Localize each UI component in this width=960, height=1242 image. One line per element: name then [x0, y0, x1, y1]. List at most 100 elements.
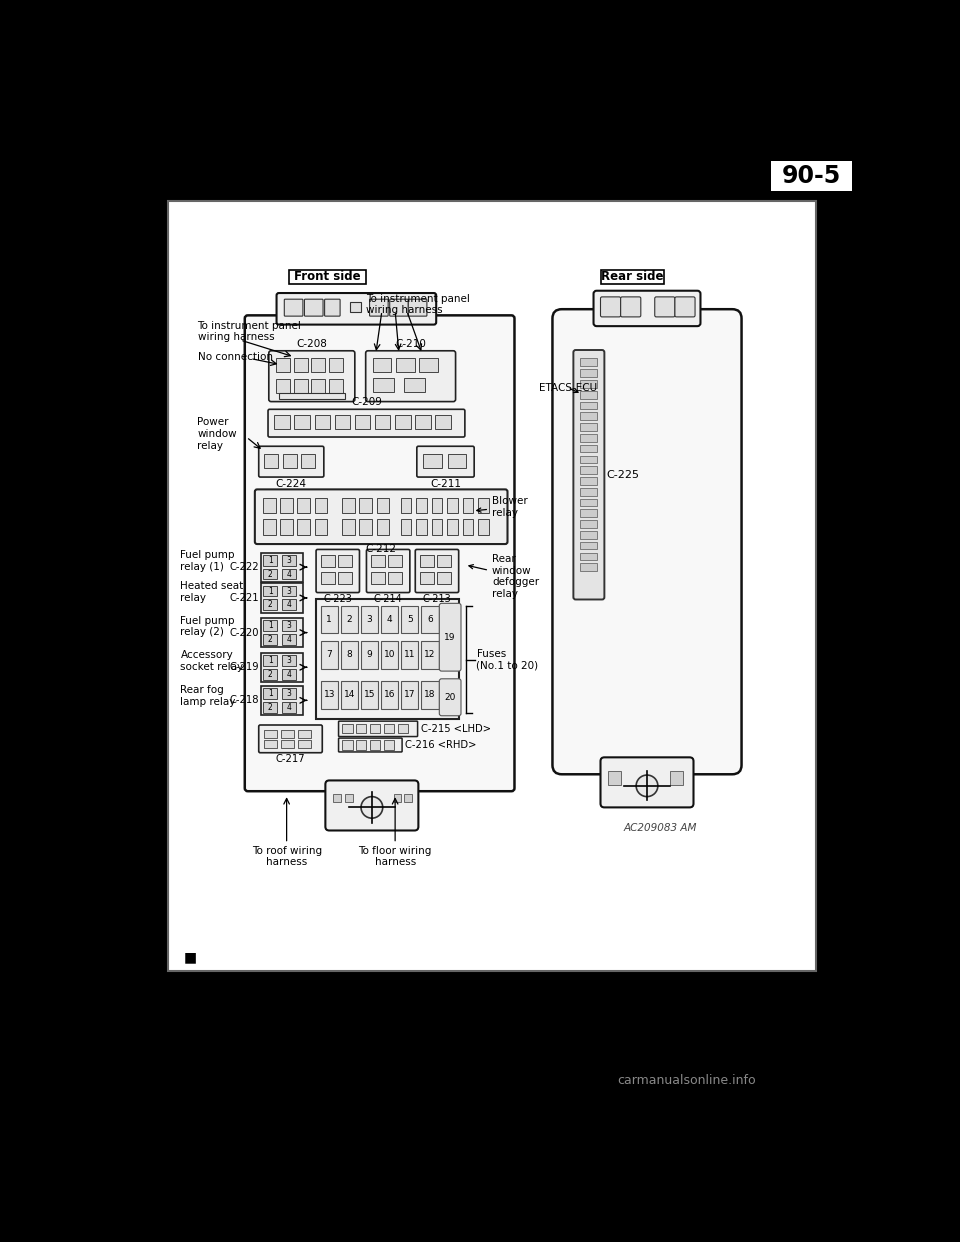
- Bar: [276, 379, 290, 394]
- Bar: [372, 378, 395, 391]
- Bar: [463, 519, 473, 535]
- Bar: [478, 519, 489, 535]
- FancyBboxPatch shape: [408, 299, 427, 317]
- Text: 18: 18: [424, 691, 436, 699]
- Bar: [581, 532, 597, 539]
- Circle shape: [361, 796, 383, 818]
- Bar: [321, 606, 338, 633]
- Bar: [416, 519, 427, 535]
- Bar: [263, 702, 277, 713]
- Text: C-223: C-223: [324, 594, 352, 604]
- Bar: [282, 569, 296, 580]
- Text: 3: 3: [286, 689, 292, 698]
- Bar: [263, 635, 277, 645]
- Text: 10: 10: [384, 651, 396, 660]
- Bar: [416, 416, 431, 430]
- Bar: [275, 416, 290, 430]
- Text: 4: 4: [387, 615, 393, 623]
- FancyBboxPatch shape: [261, 652, 303, 682]
- Bar: [359, 519, 372, 535]
- Bar: [338, 571, 351, 584]
- Bar: [299, 740, 311, 748]
- Bar: [376, 498, 389, 513]
- FancyBboxPatch shape: [316, 549, 359, 592]
- Text: Rear side: Rear side: [601, 271, 663, 283]
- Bar: [359, 498, 372, 513]
- Text: 1: 1: [268, 621, 273, 630]
- Bar: [263, 620, 277, 631]
- Bar: [581, 542, 597, 549]
- FancyBboxPatch shape: [440, 679, 461, 715]
- Bar: [356, 740, 367, 750]
- Bar: [263, 688, 277, 699]
- Bar: [372, 555, 385, 568]
- Text: 2: 2: [268, 703, 273, 712]
- Bar: [670, 771, 683, 785]
- Bar: [294, 358, 307, 371]
- Text: 16: 16: [384, 691, 396, 699]
- FancyBboxPatch shape: [367, 549, 410, 592]
- Bar: [421, 681, 439, 709]
- Bar: [329, 358, 344, 371]
- Bar: [388, 555, 402, 568]
- Bar: [581, 488, 597, 496]
- Bar: [282, 600, 296, 610]
- Text: C-215 <LHD>: C-215 <LHD>: [420, 724, 491, 734]
- FancyBboxPatch shape: [325, 780, 419, 831]
- Text: 17: 17: [404, 691, 416, 699]
- Text: C-219: C-219: [229, 662, 259, 672]
- Bar: [299, 730, 311, 738]
- Bar: [401, 681, 419, 709]
- Text: 2: 2: [268, 669, 273, 678]
- Text: To instrument panel
wiring harness: To instrument panel wiring harness: [198, 320, 301, 343]
- Text: C-216 <RHD>: C-216 <RHD>: [405, 740, 476, 750]
- FancyBboxPatch shape: [259, 446, 324, 477]
- Bar: [381, 681, 398, 709]
- Text: 5: 5: [407, 615, 413, 623]
- FancyBboxPatch shape: [261, 619, 303, 647]
- Bar: [404, 795, 412, 802]
- Bar: [264, 740, 276, 748]
- Bar: [388, 571, 402, 584]
- Bar: [463, 498, 473, 513]
- Text: 1: 1: [268, 689, 273, 698]
- Bar: [341, 606, 358, 633]
- Bar: [398, 724, 408, 734]
- Bar: [333, 795, 341, 802]
- Bar: [376, 519, 389, 535]
- Text: 4: 4: [286, 570, 292, 579]
- Text: 2: 2: [268, 570, 273, 579]
- FancyBboxPatch shape: [366, 350, 456, 401]
- Text: Heated seat
relay: Heated seat relay: [180, 581, 244, 602]
- Bar: [771, 160, 852, 191]
- Bar: [294, 379, 307, 394]
- FancyBboxPatch shape: [370, 299, 388, 317]
- Bar: [372, 571, 385, 584]
- FancyBboxPatch shape: [416, 549, 459, 592]
- FancyBboxPatch shape: [417, 446, 474, 477]
- Bar: [447, 498, 458, 513]
- Text: C-209: C-209: [351, 397, 382, 407]
- Bar: [282, 555, 296, 565]
- Text: C-220: C-220: [230, 627, 259, 637]
- Text: Rear fog
lamp relay: Rear fog lamp relay: [180, 684, 236, 707]
- Bar: [282, 702, 296, 713]
- Text: carmanualsonline.info: carmanualsonline.info: [617, 1074, 756, 1087]
- Text: 1: 1: [268, 656, 273, 664]
- Bar: [280, 498, 293, 513]
- Bar: [420, 571, 434, 584]
- Bar: [581, 412, 597, 420]
- Text: 4: 4: [286, 600, 292, 610]
- Bar: [447, 519, 458, 535]
- Bar: [281, 730, 294, 738]
- FancyBboxPatch shape: [390, 299, 408, 317]
- Text: ■: ■: [183, 950, 197, 964]
- Bar: [335, 416, 350, 430]
- Text: Fuses
(No.1 to 20): Fuses (No.1 to 20): [476, 648, 539, 671]
- Text: 2: 2: [347, 615, 352, 623]
- Bar: [316, 600, 460, 719]
- Bar: [341, 681, 358, 709]
- Text: To roof wiring
harness: To roof wiring harness: [252, 846, 322, 867]
- Bar: [283, 455, 297, 468]
- Bar: [263, 586, 277, 596]
